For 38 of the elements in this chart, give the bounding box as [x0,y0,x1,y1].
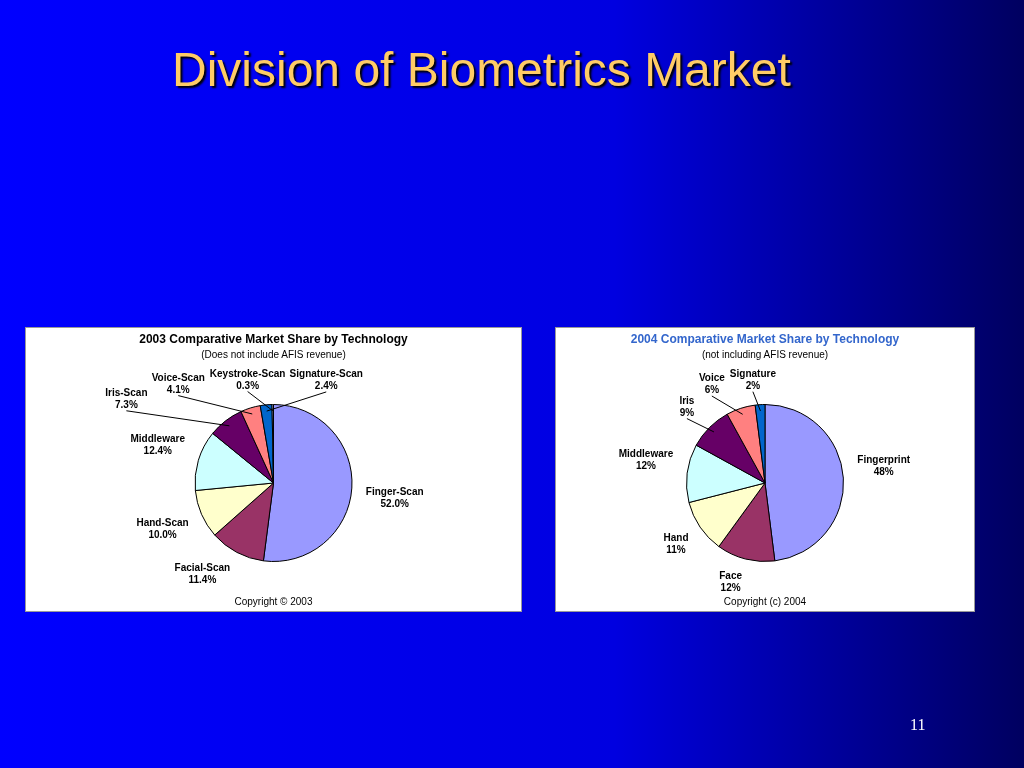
chart-subtitle: (not including AFIS revenue) [700,349,830,360]
slice-label: Iris [679,394,695,406]
slice-label: Facial-Scan [174,561,231,573]
data-label: 9% [679,406,695,418]
text: 11 [910,716,926,734]
slice-label: Middleware [618,448,674,460]
slice-label: Iris-Scan [105,386,148,398]
data-label: 12.4% [143,445,173,457]
data-label: 4.1% [166,383,190,395]
text: Division of Biometrics Market [172,42,791,97]
data-label: 2.4% [314,379,338,391]
slice-label: Keystroke-Scan [209,367,286,379]
text: Copyright (c) 2004 [722,596,808,607]
slice-label: Voice-Scan [151,371,205,383]
data-label: 11.4% [188,573,217,585]
slice-label: Face [719,569,743,581]
data-label: 0.3% [236,379,260,391]
data-label: 12% [635,460,657,472]
slice-label: Signature-Scan [289,367,363,379]
slice-label: Hand-Scan [136,516,189,528]
chart-subtitle: (Does not include AFIS revenue) [200,349,347,360]
data-label: 10.0% [148,528,177,540]
data-label: 7.3% [114,398,138,410]
data-label: 52.0% [380,497,409,509]
data-label: 6% [704,384,720,396]
slice-label: Signature [729,367,777,379]
data-label: 2% [745,379,761,391]
data-label: 12% [720,581,741,593]
slice-label: Middleware [130,433,186,445]
slice-label: Fingerprint [857,454,911,466]
slice-label: Hand [663,531,689,543]
data-label: 11% [666,543,686,555]
slice-label: Voice [698,372,726,384]
chart-title: 2003 Comparative Market Share by Technology [138,332,409,346]
text: Copyright © 2003 [233,596,314,607]
slice-label: Finger-Scan [365,485,424,497]
chart-title: 2004 Comparative Market Share by Technology [629,332,901,346]
data-label: 48% [873,466,894,478]
